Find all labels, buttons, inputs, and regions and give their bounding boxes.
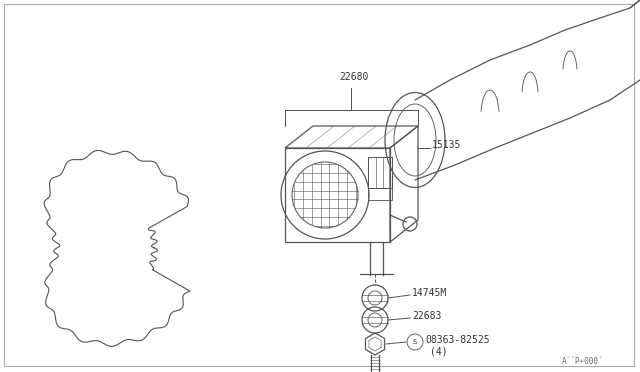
Text: 14745M: 14745M	[412, 288, 447, 298]
Text: 08363-82525: 08363-82525	[425, 335, 490, 345]
Text: 15135: 15135	[432, 140, 461, 150]
Text: 22680: 22680	[339, 72, 369, 82]
Text: (4): (4)	[430, 347, 447, 357]
Text: A´´P∗000´: A´´P∗000´	[562, 357, 604, 366]
Text: 22683: 22683	[412, 311, 442, 321]
Text: S: S	[413, 339, 417, 345]
